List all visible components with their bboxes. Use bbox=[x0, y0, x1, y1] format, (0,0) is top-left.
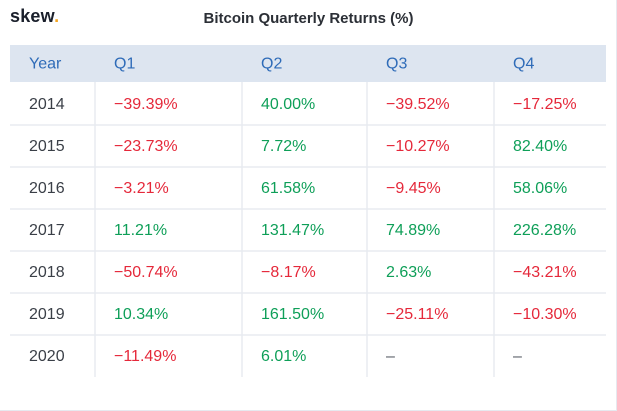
logo-dot: . bbox=[54, 6, 60, 26]
chart-title: Bitcoin Quarterly Returns (%) bbox=[203, 10, 414, 27]
return-cell-2019-q4: −10.30% bbox=[513, 306, 577, 323]
return-cell-2018-q1: −50.74% bbox=[114, 264, 178, 281]
return-cell-2018-q4: −43.21% bbox=[513, 264, 577, 281]
return-cell-2016-q4: 58.06% bbox=[513, 180, 567, 197]
return-cell-2017-q2: 131.47% bbox=[261, 222, 324, 239]
return-cell-2016-q3: −9.45% bbox=[386, 180, 441, 197]
year-cell-2019: 2019 bbox=[29, 306, 65, 323]
return-cell-2019-q3: −25.11% bbox=[386, 306, 448, 323]
column-header-q2: Q2 bbox=[261, 56, 282, 73]
return-cell-2014-q2: 40.00% bbox=[261, 96, 315, 113]
year-cell-2018: 2018 bbox=[29, 264, 65, 281]
return-cell-2019-q1: 10.34% bbox=[114, 306, 168, 323]
return-cell-2016-q1: −3.21% bbox=[114, 180, 169, 197]
return-cell-2020-q2: 6.01% bbox=[261, 348, 306, 365]
returns-table-svg: Year Q1 Q2 Q3 Q4 2014 −39.39% 40.00% −39.52% −17.… bbox=[10, 45, 606, 377]
return-cell-2014-q3: −39.52% bbox=[386, 96, 450, 113]
return-cell-2017-q3: 74.89% bbox=[386, 222, 440, 239]
column-header-q1: Q1 bbox=[114, 56, 135, 73]
logo-text: skew bbox=[10, 6, 55, 26]
return-cell-2020-q3: – bbox=[386, 348, 395, 365]
column-header-q4: Q4 bbox=[513, 56, 534, 73]
return-cell-2015-q3: −10.27% bbox=[386, 138, 450, 155]
header-row-bg bbox=[10, 45, 606, 82]
year-cell-2020: 2020 bbox=[29, 348, 65, 365]
return-cell-2017-q4: 226.28% bbox=[513, 222, 576, 239]
return-cell-2015-q2: 7.72% bbox=[261, 138, 306, 155]
year-cell-2015: 2015 bbox=[29, 138, 65, 155]
year-cell-2014: 2014 bbox=[29, 96, 65, 113]
return-cell-2015-q4: 82.40% bbox=[513, 138, 567, 155]
skew-logo: skew. bbox=[10, 6, 59, 27]
column-header-year: Year bbox=[29, 56, 62, 73]
return-cell-2016-q2: 61.58% bbox=[261, 180, 315, 197]
returns-table: Year Q1 Q2 Q3 Q4 2014 −39.39% 40.00% −39.52% −17.… bbox=[10, 45, 606, 401]
return-cell-2014-q1: −39.39% bbox=[114, 96, 178, 113]
return-cell-2017-q1: 11.21% bbox=[114, 222, 167, 239]
year-cell-2016: 2016 bbox=[29, 180, 65, 197]
return-cell-2014-q4: −17.25% bbox=[513, 96, 577, 113]
return-cell-2015-q1: −23.73% bbox=[114, 138, 178, 155]
return-cell-2020-q4: – bbox=[513, 348, 522, 365]
return-cell-2020-q1: −11.49% bbox=[114, 348, 176, 365]
return-cell-2018-q3: 2.63% bbox=[386, 264, 431, 281]
column-header-q3: Q3 bbox=[386, 56, 407, 73]
year-cell-2017: 2017 bbox=[29, 222, 65, 239]
return-cell-2019-q2: 161.50% bbox=[261, 306, 324, 323]
return-cell-2018-q2: −8.17% bbox=[261, 264, 316, 281]
